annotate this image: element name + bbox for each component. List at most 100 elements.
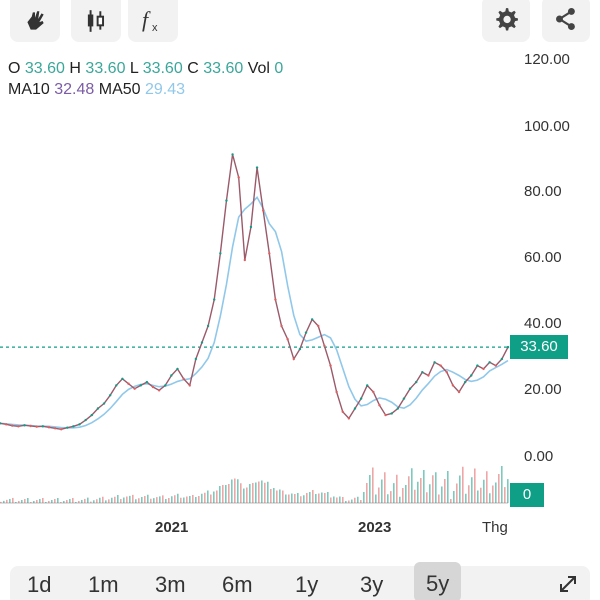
volume-bar xyxy=(327,492,329,503)
volume-bar xyxy=(90,501,92,503)
price-point xyxy=(427,374,430,377)
price-point xyxy=(151,385,155,389)
price-point xyxy=(4,423,8,426)
volume-bar xyxy=(72,498,74,503)
price-point xyxy=(170,374,173,377)
indicator-fx-button[interactable]: f x xyxy=(128,0,178,42)
volume-bar xyxy=(309,492,311,503)
price-point xyxy=(488,361,491,364)
volume-bar xyxy=(18,501,20,503)
price-point xyxy=(78,423,81,426)
volume-bar xyxy=(276,490,278,503)
range-6m[interactable]: 6m xyxy=(222,572,253,597)
volume-bar xyxy=(117,495,119,503)
price-point xyxy=(0,422,2,425)
volume-bar xyxy=(186,496,188,503)
volume-bar xyxy=(426,492,428,503)
range-selector: 1d 1m 3m 6m 1y 3y 5y xyxy=(10,562,590,600)
volume-bar xyxy=(51,500,53,503)
share-button[interactable] xyxy=(542,0,590,42)
price-point xyxy=(451,384,455,387)
price-point xyxy=(164,384,167,387)
price-point xyxy=(249,225,253,229)
price-point xyxy=(341,410,344,413)
candlestick-button[interactable] xyxy=(71,0,121,42)
volume-bar xyxy=(270,489,272,503)
y-tick-label: 80.00 xyxy=(524,183,562,200)
volume-bar xyxy=(165,499,167,503)
volume-bar xyxy=(414,489,416,503)
volume-bar xyxy=(141,497,143,503)
close-value: 33.60 xyxy=(203,60,244,77)
volume-bar xyxy=(135,499,137,503)
y-tick-label: 60.00 xyxy=(524,249,562,266)
price-point xyxy=(408,387,412,390)
y-tick-label: 120.00 xyxy=(524,51,570,68)
price-point xyxy=(17,425,20,428)
volume-bar xyxy=(483,479,485,503)
price-point xyxy=(402,397,406,400)
volume-bar xyxy=(432,475,434,503)
volume-bar xyxy=(393,483,395,503)
draw-tool-button[interactable] xyxy=(10,0,60,42)
range-3y[interactable]: 3y xyxy=(360,572,384,597)
price-point xyxy=(335,390,338,394)
volume-bar xyxy=(30,502,32,503)
hand-draw-icon xyxy=(27,11,44,30)
volume-bar xyxy=(87,497,89,503)
volume-bar xyxy=(420,478,422,503)
price-point xyxy=(421,371,424,374)
volume-bar xyxy=(489,493,491,503)
volume-bar xyxy=(297,493,299,503)
volume-bar xyxy=(3,500,5,503)
range-1d[interactable]: 1d xyxy=(27,572,52,597)
price-point xyxy=(206,324,210,328)
volume-bar xyxy=(480,487,482,503)
volume-bar xyxy=(126,496,128,503)
price-point xyxy=(445,371,448,374)
volume-bar xyxy=(132,494,134,503)
range-5y[interactable]: 5y xyxy=(414,562,462,600)
volume-bar xyxy=(246,487,248,503)
price-point xyxy=(347,417,351,420)
volume-bar xyxy=(318,493,320,503)
volume-bar xyxy=(48,501,50,503)
volume-bar xyxy=(360,500,362,503)
price-point xyxy=(359,397,363,400)
price-point xyxy=(261,209,265,212)
volume-bar xyxy=(255,482,257,503)
price-point xyxy=(29,424,32,428)
price-point xyxy=(72,425,75,428)
volume-bar xyxy=(153,498,155,503)
range-3m[interactable]: 3m xyxy=(155,572,186,597)
price-point xyxy=(145,380,149,384)
y-tick-label: 0.00 xyxy=(524,448,554,465)
settings-button[interactable] xyxy=(482,0,530,42)
volume-bar xyxy=(507,479,509,503)
volume-bar xyxy=(465,493,467,503)
volume-bar xyxy=(234,478,236,503)
volume-bar xyxy=(366,483,368,503)
volume-bar xyxy=(390,491,392,503)
range-1m[interactable]: 1m xyxy=(88,572,119,597)
price-point xyxy=(219,252,222,255)
expand-icon[interactable] xyxy=(556,572,580,600)
price-point xyxy=(115,384,118,387)
price-point xyxy=(494,364,497,367)
price-point xyxy=(157,389,161,392)
volume-bar xyxy=(114,496,116,503)
volume-bar xyxy=(333,496,335,503)
volume-bar xyxy=(294,494,296,503)
gear-icon xyxy=(496,8,518,31)
volume-bar xyxy=(75,502,77,503)
volume-bar xyxy=(408,476,410,503)
volume-bar xyxy=(267,481,269,503)
volume-tag: 0 xyxy=(510,483,544,507)
volume-bar xyxy=(495,482,497,503)
price-chart[interactable] xyxy=(0,0,600,560)
range-1y[interactable]: 1y xyxy=(295,572,319,597)
price-point xyxy=(366,384,369,387)
ma10-value: 32.48 xyxy=(54,81,95,98)
volume-bar xyxy=(171,496,173,503)
price-point xyxy=(414,380,418,384)
